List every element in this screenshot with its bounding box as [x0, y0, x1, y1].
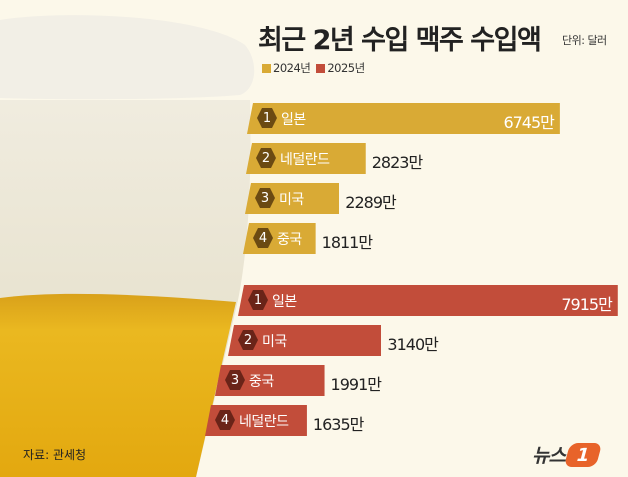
value-label: 7915만 [561, 295, 612, 314]
value-label: 1635만 [312, 415, 364, 434]
rank-badge: 4 [253, 228, 273, 248]
bar: 2 미국 [228, 325, 382, 356]
bar: 1 일본 [247, 103, 560, 134]
bar: 4 중국 [243, 223, 316, 254]
bar: 3 미국 [245, 183, 340, 214]
rank-badge: 2 [238, 330, 258, 350]
bar: 3 중국 [215, 365, 325, 396]
source-label: 자료: 관세청 [23, 448, 87, 462]
country-label: 네덜란드 [239, 414, 289, 430]
news1-logo: 뉴스 1 [532, 441, 603, 468]
value-label: 2289만 [345, 193, 396, 212]
bar: 4 네덜란드 [205, 405, 307, 436]
country-label: 중국 [249, 374, 274, 390]
country-label: 일본 [281, 112, 306, 128]
chart-title: 최근 2년 수입 맥주 수입액 [258, 25, 542, 56]
value-label: 2823만 [371, 153, 423, 172]
value-label: 1991만 [330, 375, 382, 394]
legend-item-2024: 2024년 [262, 60, 311, 76]
bar: 2 네덜란드 [246, 143, 366, 174]
bar: 1 일본 [238, 285, 618, 316]
country-label: 중국 [277, 232, 302, 248]
rank-badge: 3 [255, 188, 275, 208]
unit-label: 단위: 달러 [562, 34, 607, 47]
legend-item-2025: 2025년 [316, 60, 365, 76]
rank-badge: 3 [225, 370, 245, 390]
country-label: 미국 [279, 192, 304, 208]
rank-badge: 1 [257, 108, 277, 128]
rank-badge: 2 [256, 148, 276, 168]
value-label: 6745만 [503, 113, 554, 132]
value-label: 1811만 [321, 233, 373, 252]
legend: 2024년 2025년 [262, 60, 365, 76]
country-label: 일본 [272, 294, 297, 310]
country-label: 네덜란드 [280, 152, 330, 168]
rank-badge: 4 [215, 410, 235, 430]
value-label: 3140만 [387, 335, 438, 354]
country-label: 미국 [262, 334, 287, 350]
rank-badge: 1 [248, 290, 268, 310]
